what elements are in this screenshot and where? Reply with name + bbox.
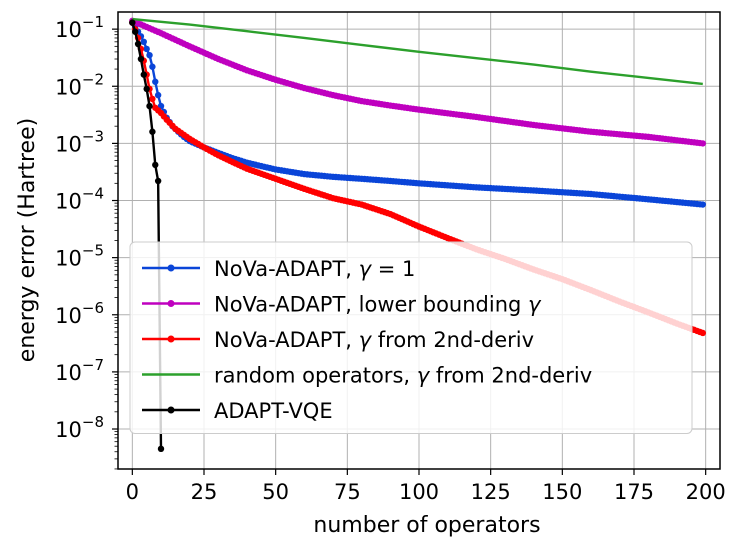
data-point: [140, 38, 147, 46]
series-line: [132, 17, 703, 86]
x-axis-ticks: 0 25 50 75 100 125 150 175 200: [126, 469, 726, 504]
legend-marker: [167, 264, 175, 272]
legend: NoVa-ADAPT, γ = 1 NoVa-ADAPT, lower bound…: [129, 241, 693, 434]
x-tick-label: 25: [191, 480, 218, 504]
data-point: [146, 102, 153, 110]
legend-marker: [167, 300, 175, 307]
data-point: [149, 63, 156, 70]
data-point: [149, 128, 156, 135]
legend-label: ADAPT-VQE: [214, 399, 333, 423]
y-tick-label: 10−7: [55, 356, 104, 385]
legend-box: [129, 241, 693, 434]
data-point: [699, 329, 706, 337]
data-point: [152, 161, 159, 169]
y-tick-label: 10−5: [55, 242, 104, 271]
legend-label: NoVa-ADAPT, γ = 1: [214, 257, 415, 281]
data-point: [143, 45, 150, 53]
data-point: [157, 445, 165, 453]
data-point: [140, 71, 147, 78]
data-point: [149, 95, 156, 103]
data-point: [132, 28, 139, 35]
data-point: [154, 91, 162, 99]
x-tick-label: 150: [542, 480, 582, 504]
y-tick-label: 10−3: [55, 127, 104, 156]
x-tick-label: 75: [334, 480, 361, 504]
x-tick-label: 125: [471, 480, 511, 504]
y-tick-label: 10−1: [55, 13, 104, 42]
x-tick-label: 50: [262, 480, 289, 504]
data-point: [154, 177, 162, 185]
x-tick-label: 100: [399, 480, 439, 504]
data-point: [129, 19, 136, 26]
legend-label: NoVa-ADAPT, γ from 2nd-deriv: [214, 328, 534, 352]
y-axis-label: energy error (Hartree): [15, 118, 40, 362]
y-tick-label: 10−6: [55, 299, 104, 328]
data-point: [143, 85, 150, 93]
series-1: [129, 17, 706, 147]
data-point: [152, 78, 159, 85]
series-3: [132, 17, 703, 86]
legend-marker: [167, 406, 175, 414]
data-point: [134, 40, 142, 48]
legend-marker: [167, 335, 175, 343]
legend-label: random operators, γ from 2nd-deriv: [214, 364, 592, 388]
x-tick-label: 0: [126, 480, 139, 504]
y-axis-ticks: 10−1 10−2 10−3 10−4 10−5 10−6 10−7 10−8: [55, 13, 118, 470]
y-tick-label: 10−8: [55, 413, 104, 442]
data-point: [137, 55, 145, 63]
x-tick-label: 200: [686, 480, 726, 504]
data-point: [699, 140, 706, 147]
y-tick-label: 10−4: [55, 185, 104, 214]
series-4: [129, 19, 165, 453]
data-point: [699, 201, 706, 208]
legend-label: NoVa-ADAPT, lower bounding γ: [214, 293, 542, 317]
x-tick-label: 175: [614, 480, 654, 504]
data-point: [146, 51, 153, 59]
series-group: [129, 17, 706, 453]
y-tick-label: 10−2: [55, 70, 104, 99]
x-axis-label: number of operators: [313, 513, 540, 538]
